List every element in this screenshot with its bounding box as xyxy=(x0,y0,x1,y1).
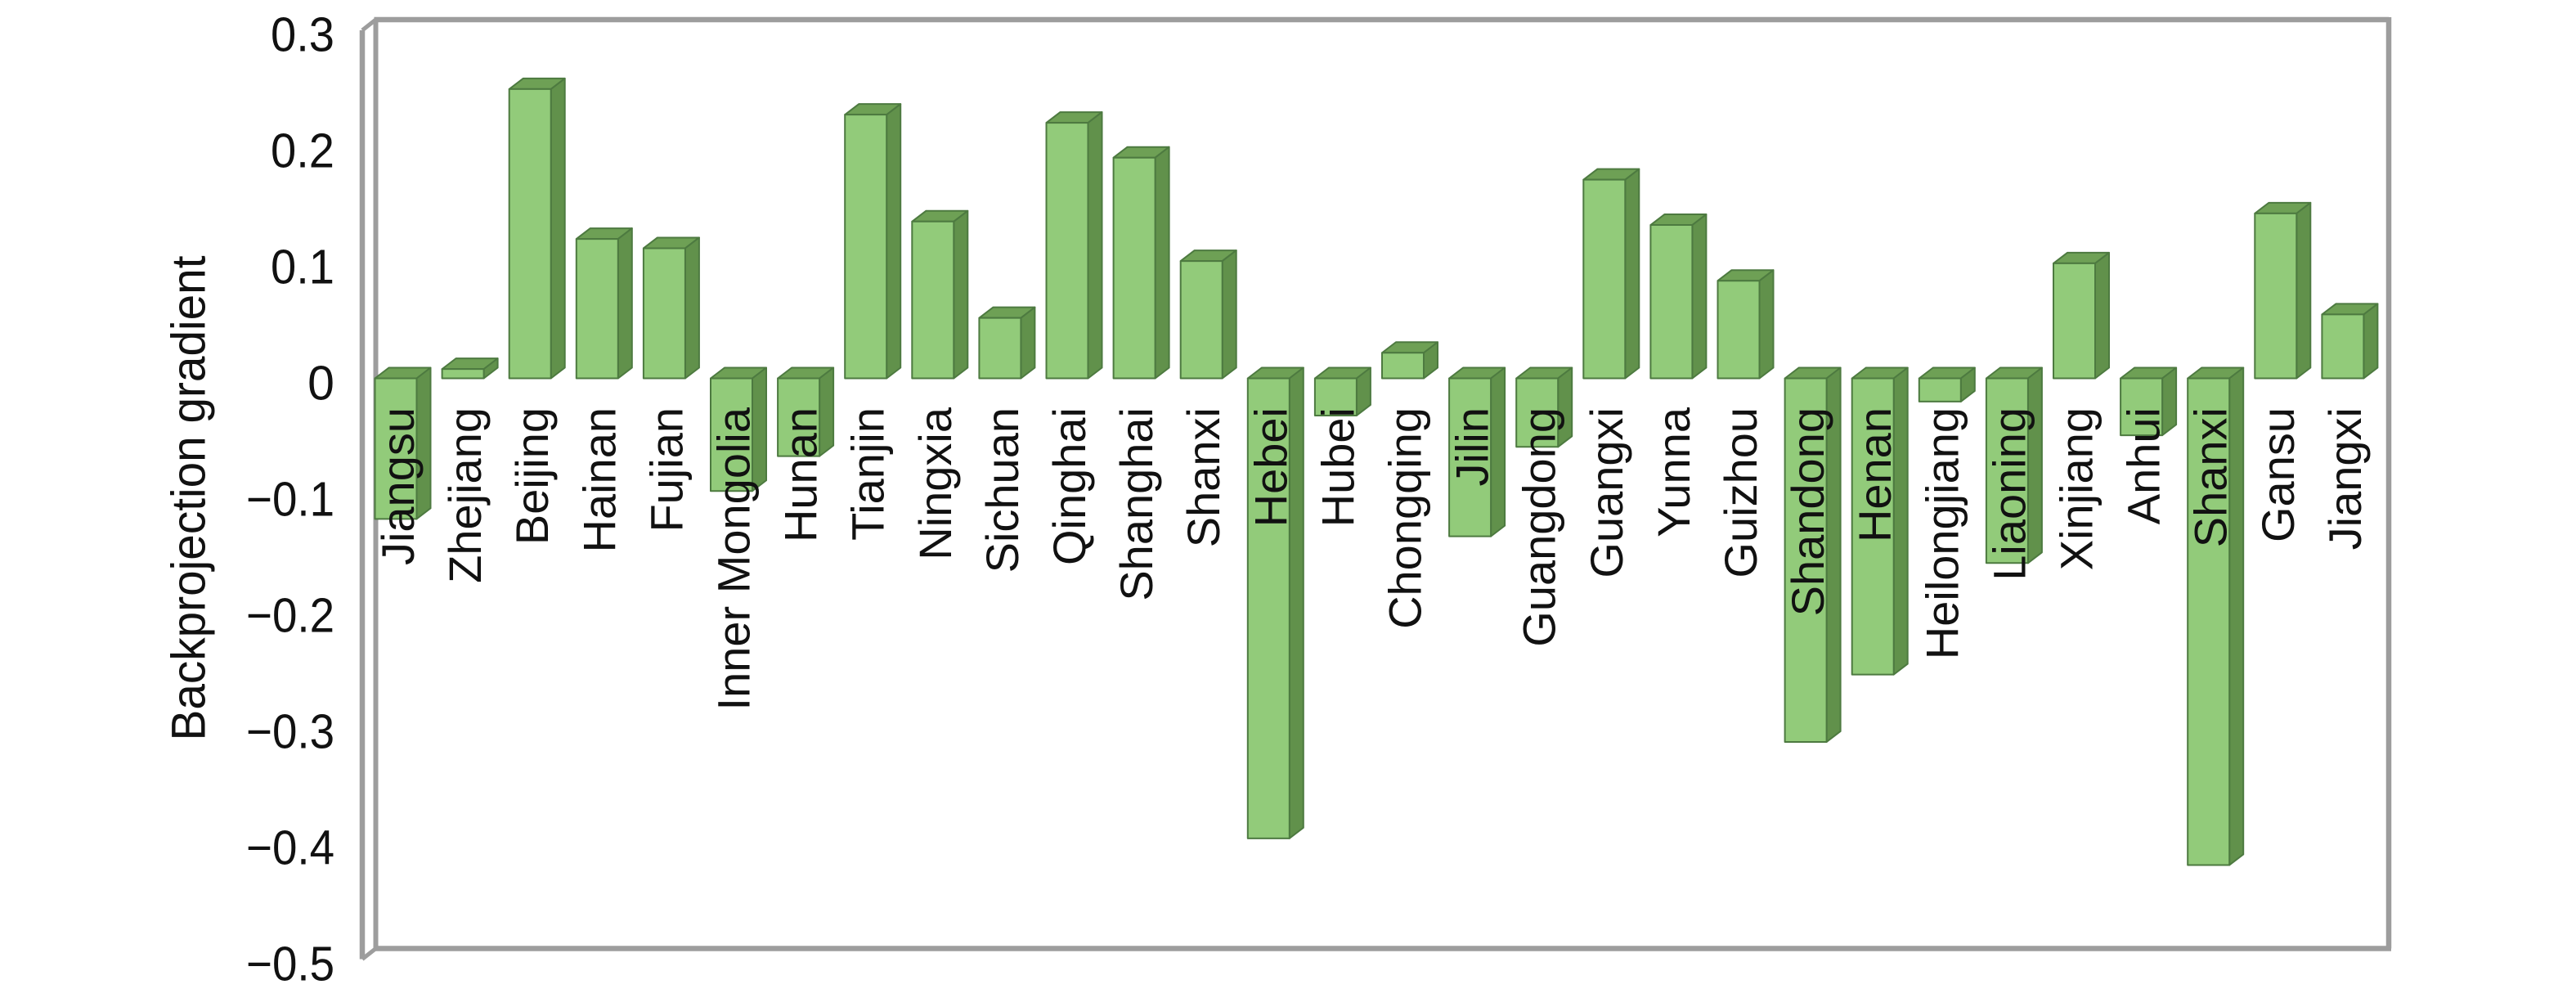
svg-text:Shanxi: Shanxi xyxy=(2185,407,2237,547)
svg-text:Fujian: Fujian xyxy=(640,407,692,533)
svg-text:Inner Mongolia: Inner Mongolia xyxy=(708,407,760,710)
svg-text:Zhejiang: Zhejiang xyxy=(439,407,491,583)
svg-text:Guangdong: Guangdong xyxy=(1514,407,1565,647)
svg-text:Jiangsu: Jiangsu xyxy=(372,407,424,565)
svg-text:Jilin: Jilin xyxy=(1447,407,1498,486)
svg-text:Hebei: Hebei xyxy=(1245,407,1296,527)
svg-text:−0.2: −0.2 xyxy=(246,589,334,643)
svg-text:Anhui: Anhui xyxy=(2118,407,2170,524)
svg-text:Ningxia: Ningxia xyxy=(909,407,961,560)
svg-text:−0.3: −0.3 xyxy=(246,705,334,759)
svg-text:0: 0 xyxy=(307,357,334,411)
svg-text:Heilongjiang: Heilongjiang xyxy=(1916,407,1968,659)
svg-text:Shanghai: Shanghai xyxy=(1111,407,1162,601)
svg-text:Hainan: Hainan xyxy=(573,407,625,552)
svg-text:−0.5: −0.5 xyxy=(246,937,334,989)
svg-text:Sichuan: Sichuan xyxy=(976,407,1028,573)
svg-text:Backprojection gradient: Backprojection gradient xyxy=(163,256,216,741)
svg-text:Shanxi: Shanxi xyxy=(1178,407,1229,547)
svg-text:0.3: 0.3 xyxy=(271,8,334,62)
svg-text:Chongqing: Chongqing xyxy=(1380,407,1431,629)
svg-text:0.1: 0.1 xyxy=(271,241,334,294)
svg-text:Tianjin: Tianjin xyxy=(842,407,894,541)
svg-text:Guizhou: Guizhou xyxy=(1715,407,1766,578)
svg-text:Henan: Henan xyxy=(1849,407,1901,542)
svg-text:0.2: 0.2 xyxy=(271,124,334,178)
svg-text:Jiangxi: Jiangxi xyxy=(2319,407,2371,550)
svg-text:Guangxi: Guangxi xyxy=(1581,407,1632,578)
svg-text:−0.4: −0.4 xyxy=(246,821,334,875)
svg-text:Qinghai: Qinghai xyxy=(1043,407,1095,565)
svg-text:Yunna: Yunna xyxy=(1648,407,1699,537)
svg-text:Hunan: Hunan xyxy=(775,407,827,542)
svg-text:Gansu: Gansu xyxy=(2252,407,2304,542)
svg-text:Xinjiang: Xinjiang xyxy=(2051,407,2103,570)
svg-text:Beijing: Beijing xyxy=(506,407,558,545)
svg-text:Liaoning: Liaoning xyxy=(1983,407,2035,581)
svg-text:Hubei: Hubei xyxy=(1312,407,1363,527)
svg-text:Shandong: Shandong xyxy=(1782,407,1833,616)
svg-text:−0.1: −0.1 xyxy=(246,473,334,527)
